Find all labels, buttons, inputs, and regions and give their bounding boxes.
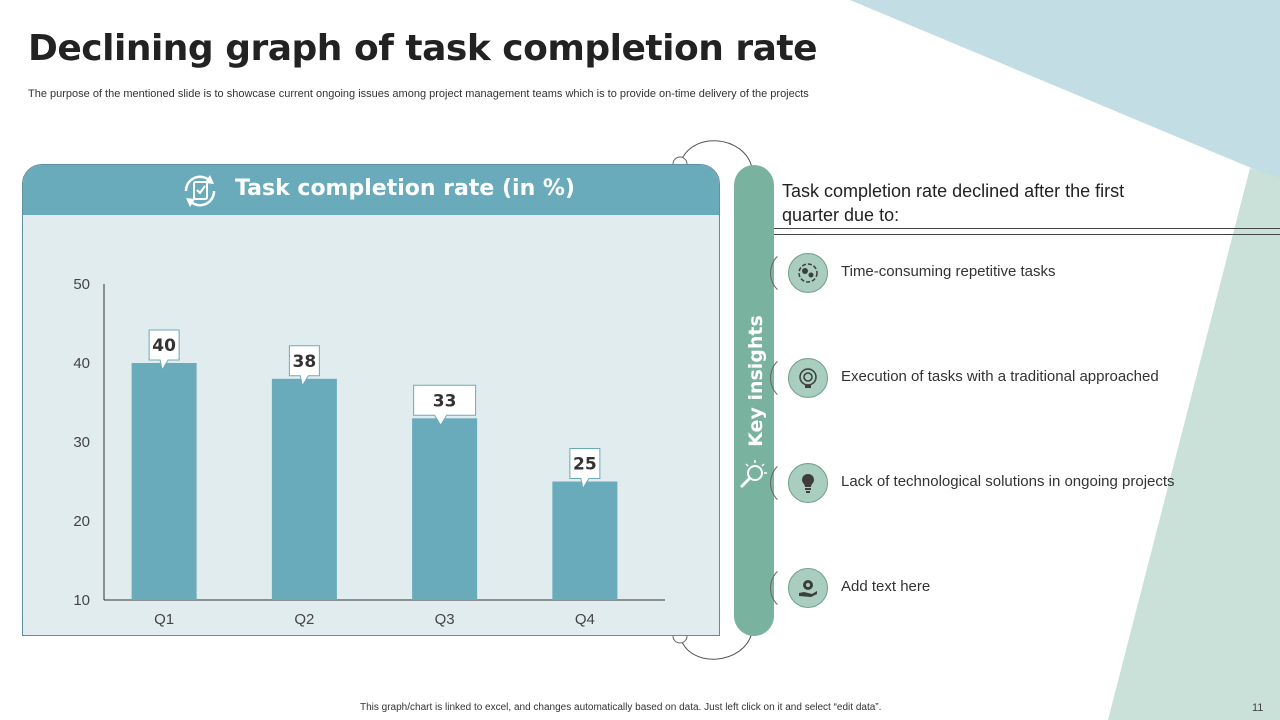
- insight-text: Execution of tasks with a traditional ap…: [841, 368, 1159, 385]
- data-label-callout: [148, 329, 180, 372]
- key-insights-pill: [734, 165, 774, 636]
- insights-heading: Task completion rate declined after the …: [782, 181, 1125, 225]
- insight-arc: [770, 354, 818, 402]
- chart-panel: Task completion rate (in %) 10 20 30 40 50 Q1…: [22, 164, 720, 636]
- data-label: 33: [433, 391, 457, 411]
- page-number: 11: [1252, 702, 1264, 714]
- heading-rule-top: [774, 228, 1280, 229]
- insight-item: Add text here: [770, 564, 1250, 612]
- green-side-shape: [1108, 168, 1280, 720]
- y-tick-label: 50: [73, 276, 90, 293]
- data-label: 25: [573, 455, 597, 475]
- target-bulb-icon: [788, 358, 828, 398]
- insight-item: Time-consuming repetitive tasks: [770, 249, 1250, 297]
- x-tick-label: Q3: [435, 611, 455, 628]
- insight-item: Lack of technological solutions in ongoi…: [770, 459, 1250, 507]
- insight-text: Time-consuming repetitive tasks: [841, 263, 1056, 280]
- page-subtitle: The purpose of the mentioned slide is to…: [28, 88, 809, 100]
- bottom-connector-arc: [679, 631, 753, 660]
- key-insights-label: Key insights: [745, 315, 767, 447]
- chart-title: Task completion rate (in %): [235, 176, 575, 201]
- bar: [131, 363, 197, 600]
- bar: [412, 418, 478, 600]
- bulb-search-icon: [739, 460, 767, 489]
- insight-arc: [770, 564, 818, 612]
- data-label-callout: [569, 448, 601, 490]
- bar: [271, 378, 337, 600]
- lightbulb-icon: [788, 463, 828, 503]
- teal-corner-shape: [850, 0, 1280, 180]
- insight-text: Add text here: [841, 578, 931, 595]
- data-label-callout: [413, 384, 477, 427]
- data-label-callout: [288, 345, 320, 388]
- insight-text: Lack of technological solutions in ongoi…: [841, 473, 1175, 490]
- y-tick-label: 40: [73, 355, 90, 372]
- chart-header: Task completion rate (in %): [23, 165, 719, 215]
- y-tick-label: 10: [73, 592, 90, 609]
- gears-icon: [788, 253, 828, 293]
- x-tick-label: Q2: [294, 611, 314, 628]
- x-tick-label: Q1: [154, 611, 174, 628]
- insight-arc: [770, 459, 818, 507]
- y-tick-label: 20: [73, 513, 90, 530]
- footer-note: This graph/chart is linked to excel, and…: [360, 702, 882, 713]
- bar-chart: 10 20 30 40 50 Q1 40 Q2 38 Q3 33 Q4 25: [73, 276, 665, 628]
- insight-arc: [770, 249, 818, 297]
- y-tick-label: 30: [73, 434, 90, 451]
- bar: [552, 481, 618, 600]
- heading-rule-bottom: [774, 234, 1280, 235]
- data-label: 38: [293, 352, 317, 372]
- page-title: Declining graph of task completion rate: [28, 28, 818, 69]
- insight-item: Execution of tasks with a traditional ap…: [770, 354, 1250, 402]
- top-connector-arc: [679, 140, 753, 169]
- hand-gear-icon: [788, 568, 828, 608]
- task-cycle-icon: [184, 175, 216, 207]
- x-tick-label: Q4: [575, 611, 595, 628]
- data-label: 40: [152, 336, 176, 356]
